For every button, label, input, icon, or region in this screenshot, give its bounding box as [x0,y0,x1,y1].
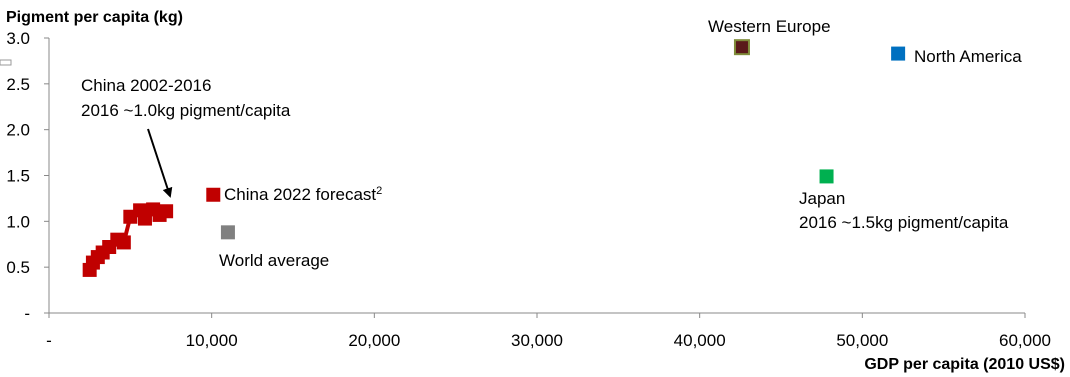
x-axis-ticks: - 10,000 20,000 30,000 40,000 50,000 60,000 [46,313,1051,350]
y-tick-label: 1.0 [6,212,30,231]
data-point [891,46,906,61]
annotation-china-history-line2: 2016 ~1.0kg pigment/capita [81,101,291,120]
data-series-layer [82,39,906,277]
data-point [733,39,750,56]
x-tick-label: 40,000 [674,331,726,350]
annotation-china-forecast-text: China 2022 forecast [224,185,376,204]
annotation-japan-line1: Japan [799,189,845,208]
annotation-china-history-line1: China 2002-2016 [81,76,211,95]
y-tick-label: 3.0 [6,29,30,48]
series-4 [733,39,750,56]
legend-fragment-marker [0,59,12,66]
x-tick-label: 60,000 [999,331,1051,350]
annotation-western-europe: Western Europe [708,17,831,36]
x-tick-label: 30,000 [511,331,563,350]
y-tick-label: - [24,304,30,323]
series-1 [206,187,221,202]
y-axis-ticks: - 0.5 1.0 1.5 2.0 2.5 3.0 [6,29,49,323]
annotation-north-america: North America [914,47,1022,66]
annotation-world-average: World average [219,251,329,270]
annotation-japan-line2: 2016 ~1.5kg pigment/capita [799,213,1009,232]
data-point [159,204,174,219]
x-tick-label: 10,000 [186,331,238,350]
y-axis-title: Pigment per capita (kg) [6,9,183,26]
y-tick-label: 2.0 [6,121,30,140]
x-tick-label: - [46,331,52,350]
data-point [206,187,221,202]
series-0 [82,202,174,277]
y-tick-label: 1.5 [6,167,30,186]
y-tick-label: 2.5 [6,75,30,94]
x-axis-title: GDP per capita (2010 US$) [864,356,1065,373]
annotation-china-forecast: China 2022 forecast2 [224,185,382,204]
data-point [819,169,834,184]
china-annotation-arrow [147,128,173,198]
series-5 [891,46,906,61]
series-2 [220,225,235,240]
series-3 [819,169,834,184]
data-point [220,225,235,240]
x-tick-label: 50,000 [836,331,888,350]
data-point [116,235,131,250]
x-tick-label: 20,000 [348,331,400,350]
annotation-china-forecast-superscript: 2 [376,185,382,197]
y-tick-label: 0.5 [6,258,30,277]
